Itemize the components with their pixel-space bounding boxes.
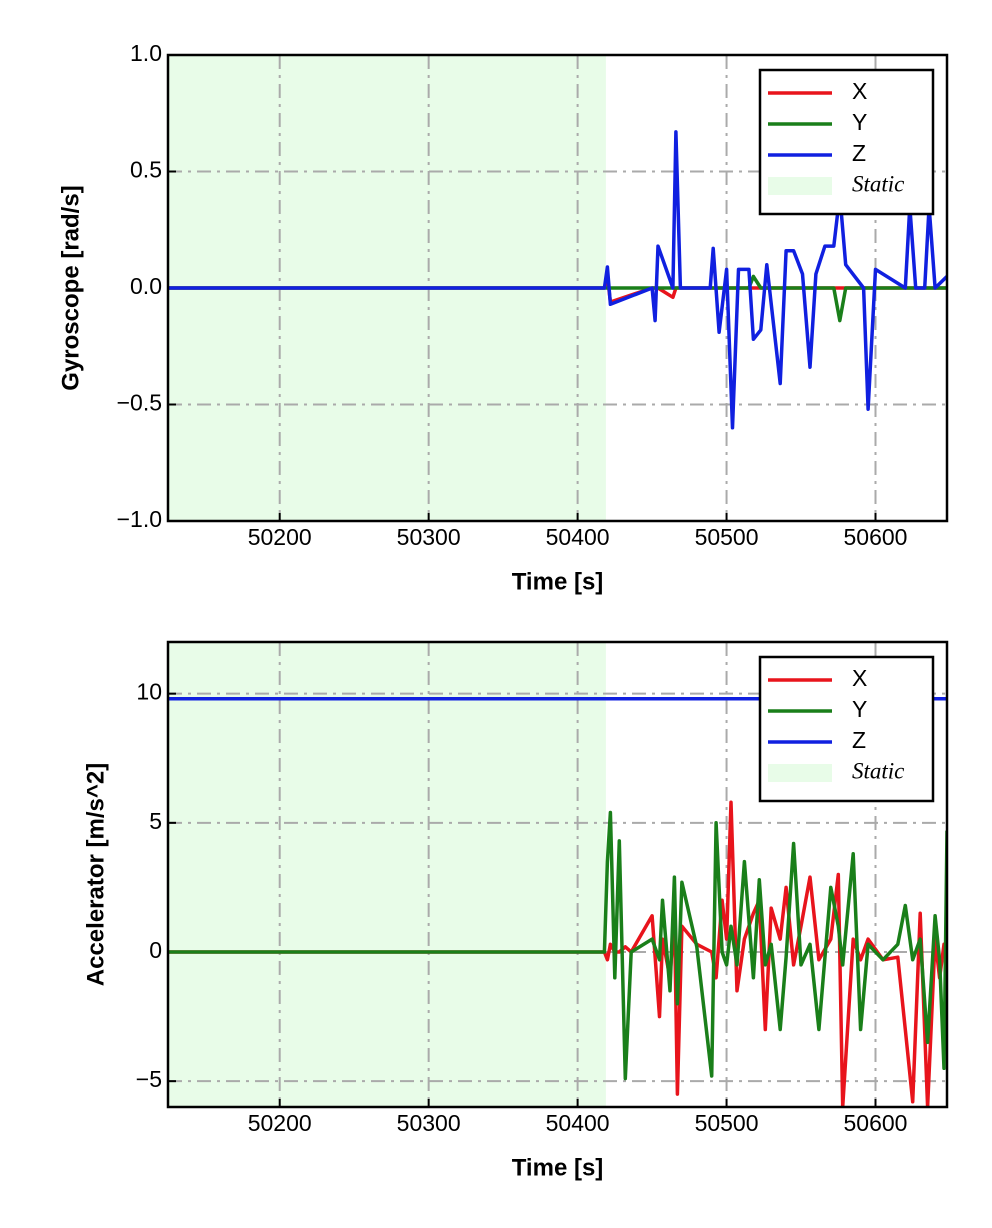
- y-tick-label: 0: [149, 937, 162, 963]
- legend-label: Y: [852, 109, 867, 135]
- legend-label: Z: [852, 140, 866, 166]
- x-axis-label: Time [s]: [512, 1154, 604, 1181]
- axes: 50200 50300 50400 50500 50600 −5 0 5 10 Time [s] A…: [82, 640, 949, 1181]
- legend-label: X: [852, 78, 867, 104]
- x-tick-label: 50600: [844, 524, 908, 550]
- x-tick-label: 50200: [248, 1110, 312, 1136]
- data-line: [168, 810, 947, 1081]
- y-tick-label: 5: [149, 808, 162, 834]
- y-tick-label: 0.5: [130, 157, 162, 183]
- x-tick-label: 50400: [546, 1110, 610, 1136]
- axes-frame: [166, 53, 949, 523]
- legend-label: X: [852, 665, 867, 691]
- static-span: [168, 642, 606, 1107]
- y-tick-label: −5: [136, 1066, 162, 1092]
- legend-label: Static: [852, 758, 904, 783]
- x-tick-label: 50200: [248, 524, 312, 550]
- data-line: [168, 274, 947, 323]
- y-tick-label: −1.0: [117, 506, 162, 532]
- y-axis-label: Gyroscope [rad/s]: [57, 185, 84, 390]
- x-tick-label: 50400: [546, 524, 610, 550]
- legend-label: Z: [852, 727, 866, 753]
- x-tick-label: 50600: [844, 1110, 908, 1136]
- x-tick-label: 50500: [695, 524, 759, 550]
- y-tick-label: 0.0: [130, 273, 162, 299]
- axes: 50200 50300 50400 50500 50600 −1.0 −0.5 0.0 0.5 1…: [57, 40, 949, 595]
- legend-label: Y: [852, 696, 867, 722]
- y-axis-label: Accelerator [m/s^2]: [82, 763, 109, 986]
- y-tick-label: −0.5: [117, 390, 162, 416]
- data-line: [168, 130, 947, 430]
- x-axis-label: Time [s]: [512, 568, 604, 595]
- x-tick-label: 50300: [397, 1110, 461, 1136]
- legend: XYZ Static: [758, 655, 935, 803]
- y-tick-label: 10: [136, 679, 162, 705]
- legend-swatch: [768, 177, 832, 195]
- x-tick-label: 50300: [397, 524, 461, 550]
- legend-label: Static: [852, 171, 904, 196]
- y-tick-label: 1.0: [130, 40, 162, 66]
- axes-frame: [166, 640, 949, 1109]
- legend-swatch: [768, 764, 832, 782]
- legend: XYZ Static: [758, 68, 935, 216]
- x-tick-label: 50500: [695, 1110, 759, 1136]
